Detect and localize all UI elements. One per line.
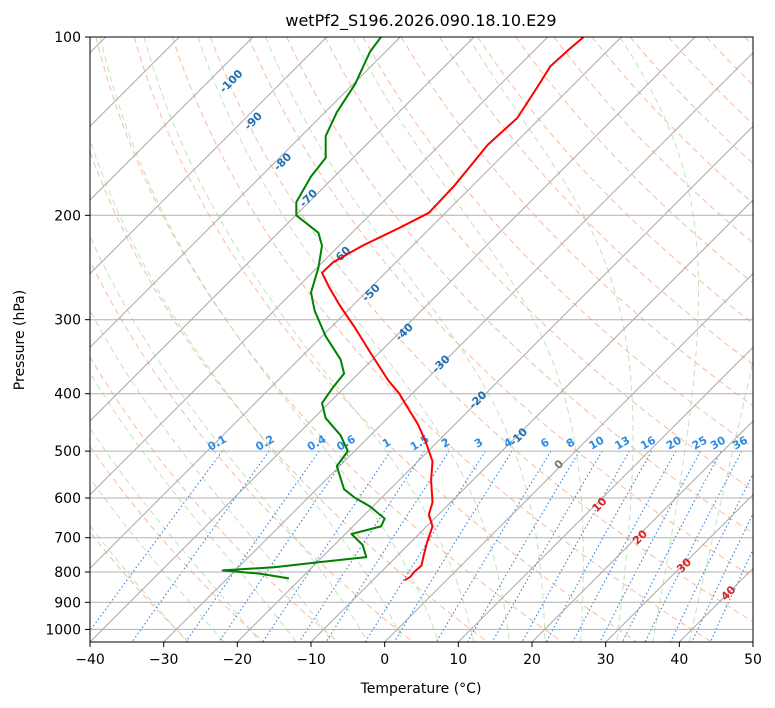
x-tick-label: 50	[744, 652, 762, 668]
moist-adiabat	[265, 37, 546, 642]
x-tick-label: 40	[670, 652, 688, 668]
y-axis-label: Pressure (hPa)	[12, 290, 28, 390]
x-tick-label: 20	[523, 652, 541, 668]
y-axis-ticks: 100 200 300 400 500 600 700 800 900 1000	[45, 30, 90, 638]
dry-adiabat	[286, 37, 753, 534]
x-tick-label: 30	[597, 652, 615, 668]
isotherm-line	[384, 272, 753, 642]
mixing-ratio-line	[621, 450, 722, 642]
x-tick-label: −40	[75, 652, 105, 668]
temperature-trace	[321, 37, 585, 582]
mixing-ratio-line	[709, 548, 753, 642]
y-tick-label: 600	[54, 491, 81, 507]
moist-adiabat	[90, 477, 225, 642]
dry-adiabat	[90, 445, 264, 642]
mixing-ratio-line	[185, 450, 320, 642]
y-tick-label: 400	[54, 387, 81, 403]
mixing-ratio-line	[491, 450, 603, 642]
mixing-ratio-line	[131, 450, 270, 642]
dewpoint-trace	[221, 37, 386, 580]
dry-adiabat	[591, 37, 753, 204]
isotherm-line	[236, 125, 753, 642]
isotherm-line	[605, 493, 753, 642]
x-tick-label: −20	[223, 652, 253, 668]
moist-adiabat	[90, 235, 369, 642]
mixing-ratio-line	[521, 450, 630, 642]
mixing-ratio-line	[545, 450, 653, 642]
dry-adiabat	[90, 259, 414, 642]
moist-adiabat	[90, 427, 261, 642]
moist-adiabat	[352, 37, 584, 642]
mixing-ratio-line	[218, 450, 351, 642]
mixing-ratio-line	[572, 450, 677, 642]
isotherm-line	[90, 37, 254, 201]
y-tick-label: 800	[54, 565, 81, 581]
moist-adiabat	[90, 138, 404, 642]
dry-adiabat	[133, 37, 638, 642]
moist-adiabat	[90, 309, 333, 642]
y-tick-label: 700	[54, 531, 81, 547]
dry-adiabat	[90, 356, 339, 642]
plot-frame	[89, 36, 754, 643]
y-tick-label: 300	[54, 313, 81, 329]
x-axis-label: Temperature (°C)	[360, 681, 482, 697]
moist-adiabat	[619, 37, 699, 642]
grid-lines	[90, 37, 753, 642]
isotherm-line	[90, 37, 696, 642]
isotherm-line	[90, 37, 401, 349]
y-tick-label: 500	[54, 444, 81, 460]
y-tick-label: 900	[54, 595, 81, 611]
y-tick-label: 1000	[45, 622, 81, 638]
isotherm-line	[457, 346, 753, 642]
isotherm-line	[310, 199, 753, 642]
mixing-ratio-line	[467, 450, 580, 642]
dry-adiabat	[438, 37, 753, 366]
dry-adiabat	[553, 37, 753, 244]
x-axis-ticks: −40 −30 −20 −10 0 10 20 30 40 50	[75, 642, 762, 668]
isotherm-line	[90, 37, 328, 275]
dry-adiabat	[400, 37, 753, 407]
dry-adiabat	[324, 37, 753, 491]
dry-adiabat	[248, 37, 753, 578]
isotherm-line	[752, 641, 753, 642]
isotherm-line	[90, 37, 549, 496]
isotherm-line	[90, 37, 622, 570]
moist-adiabat	[688, 358, 753, 642]
moist-adiabat	[90, 524, 188, 642]
x-tick-label: 0	[380, 652, 389, 668]
isotherm-line	[90, 37, 475, 422]
dry-adiabat	[171, 37, 712, 642]
mixing-ratio-line	[393, 450, 513, 642]
y-tick-label: 200	[54, 208, 81, 224]
mixing-ratio-line	[435, 450, 552, 642]
plot-background	[90, 37, 753, 642]
x-tick-label: 10	[449, 652, 467, 668]
moist-adiabat	[99, 37, 439, 642]
y-tick-label: 100	[54, 30, 81, 46]
mixing-ratio-line	[364, 450, 486, 642]
moist-adiabat	[90, 371, 297, 642]
dry-adiabat	[210, 37, 753, 623]
moist-adiabat	[143, 37, 475, 642]
sounding-traces	[221, 37, 585, 582]
dry-adiabat	[95, 37, 563, 642]
chart-title: wetPf2_S196.2026.090.18.10.E29	[285, 11, 556, 31]
isotherm-line	[531, 420, 753, 642]
mixing-ratio-line	[691, 512, 753, 642]
background-lines	[90, 37, 753, 642]
x-tick-label: −10	[296, 652, 326, 668]
isotherm-line	[163, 51, 753, 642]
mixing-ratio-line	[599, 450, 701, 642]
x-tick-label: −30	[149, 652, 179, 668]
